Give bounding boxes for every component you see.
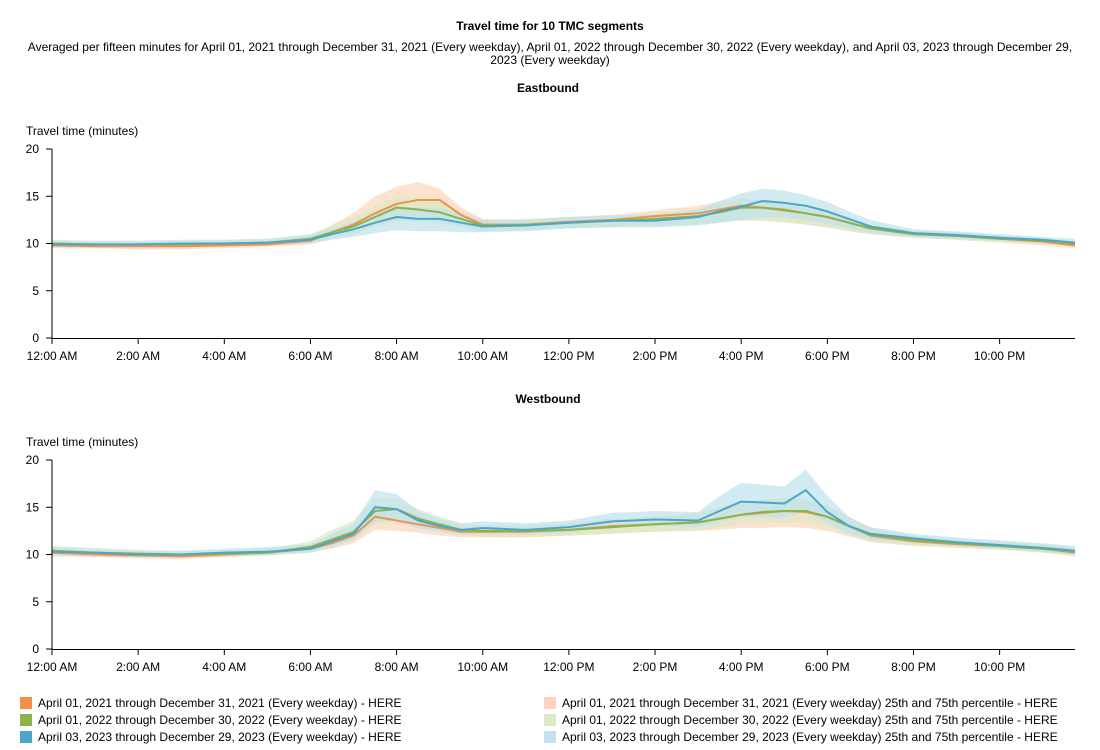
- x-tick-label: 6:00 PM: [805, 349, 850, 363]
- x-tick-label: 10:00 AM: [457, 660, 508, 674]
- y-tick-label: 5: [32, 284, 39, 298]
- y-tick-label: 0: [32, 331, 39, 345]
- x-tick-label: 12:00 AM: [27, 349, 78, 363]
- chart-subtitle: Averaged per fifteen minutes for April 0…: [27, 40, 1073, 67]
- line-2023: [52, 200, 1076, 246]
- charts-canvas: Eastbound Travel time (minutes) 0 5 10 15 20 12…: [26, 81, 1076, 674]
- x-tick-label: 2:00 AM: [116, 660, 160, 674]
- legend-label-2022-percentile: April 01, 2022 through December 30, 2022…: [562, 713, 1058, 727]
- legend-swatch-2023: [20, 731, 32, 743]
- x-tick-label: 10:00 AM: [457, 349, 508, 363]
- x-tick-label: 2:00 PM: [633, 349, 678, 363]
- legend-swatch-2021: [20, 697, 32, 709]
- x-tick-label: 8:00 PM: [891, 660, 936, 674]
- x-tick-label: 4:00 AM: [202, 349, 246, 363]
- x-tick-label: 8:00 AM: [375, 349, 419, 363]
- x-tick-label: 6:00 AM: [288, 349, 332, 363]
- x-tick-label: 6:00 AM: [288, 660, 332, 674]
- band-2023-percentile: [52, 188, 1075, 248]
- line-2023: [51, 489, 1076, 556]
- y-tick-label: 0: [32, 642, 39, 656]
- legend-swatch-2023-percentile: [544, 731, 556, 743]
- legend-swatch-2022-percentile: [544, 714, 556, 726]
- x-tick-label: 2:00 PM: [633, 660, 678, 674]
- x-tick-label: 12:00 PM: [543, 349, 594, 363]
- legend: April 01, 2021 through December 31, 2021…: [20, 696, 1080, 746]
- x-tick-label: 4:00 PM: [719, 349, 764, 363]
- x-tick-label: 4:00 AM: [202, 660, 246, 674]
- x-tick-label: 4:00 PM: [719, 660, 764, 674]
- legend-label-2021: April 01, 2021 through December 31, 2021…: [38, 696, 402, 710]
- legend-label-2023-percentile: April 03, 2023 through December 29, 2023…: [562, 730, 1058, 744]
- band-2021-percentile: [52, 182, 1075, 250]
- panel-title: Eastbound: [517, 81, 579, 95]
- band-2023-percentile: [52, 469, 1075, 558]
- westbound-panel: Westbound Travel time (minutes) 0 5 10 15 20 12…: [26, 392, 1076, 674]
- x-tick-label: 10:00 PM: [974, 349, 1025, 363]
- legend-swatch-2022: [20, 714, 32, 726]
- eastbound-panel: Eastbound Travel time (minutes) 0 5 10 15 20 12…: [26, 81, 1076, 363]
- y-tick-label: 20: [26, 142, 40, 156]
- x-tick-label: 12:00 PM: [543, 660, 594, 674]
- x-tick-label: 12:00 AM: [27, 660, 78, 674]
- panel-title: Westbound: [515, 392, 580, 406]
- y-tick-label: 20: [26, 453, 40, 467]
- y-axis-label: Travel time (minutes): [26, 435, 138, 449]
- x-tick-label: 8:00 PM: [891, 349, 936, 363]
- y-tick-label: 10: [26, 237, 40, 251]
- legend-label-2021-percentile: April 01, 2021 through December 31, 2021…: [562, 696, 1058, 710]
- x-tick-label: 2:00 AM: [116, 349, 160, 363]
- y-tick-label: 5: [32, 595, 39, 609]
- legend-label-2023: April 03, 2023 through December 29, 2023…: [38, 730, 402, 744]
- legend-swatch-2021-percentile: [544, 697, 556, 709]
- y-axis-label: Travel time (minutes): [26, 124, 138, 138]
- x-tick-label: 6:00 PM: [805, 660, 850, 674]
- x-tick-label: 8:00 AM: [375, 660, 419, 674]
- chart-title: Travel time for 10 TMC segments: [456, 19, 644, 33]
- y-tick-label: 10: [26, 548, 40, 562]
- legend-label-2022: April 01, 2022 through December 30, 2022…: [38, 713, 402, 727]
- y-tick-label: 15: [26, 500, 40, 514]
- x-tick-label: 10:00 PM: [974, 660, 1025, 674]
- y-tick-label: 15: [26, 189, 40, 203]
